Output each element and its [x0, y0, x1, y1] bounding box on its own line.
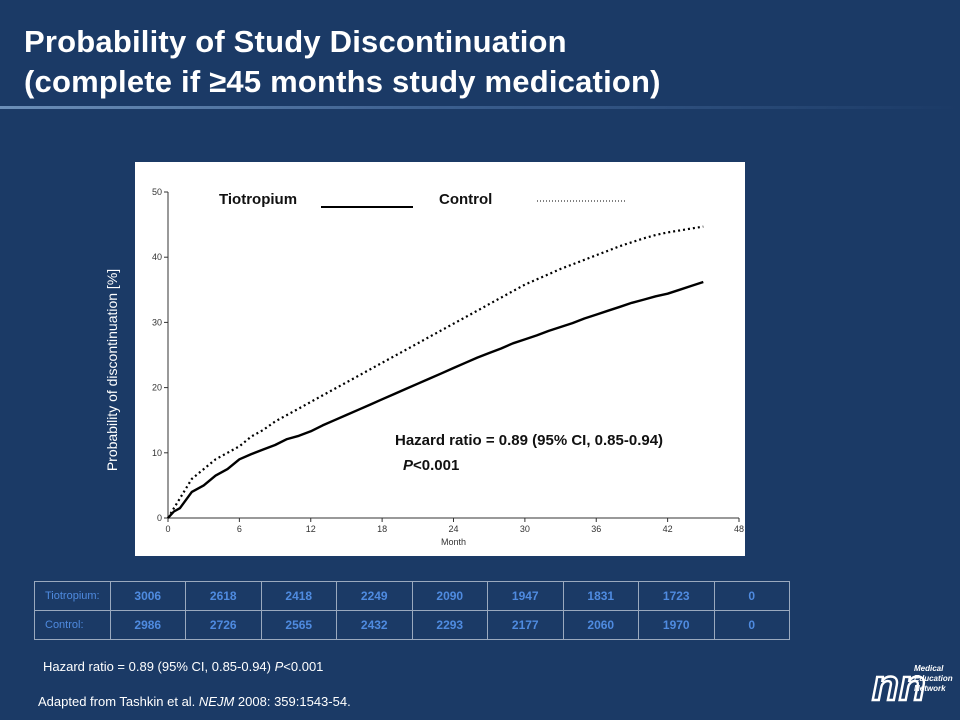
table-cell: 2618 [185, 581, 262, 611]
logo-mark: nn [872, 661, 926, 710]
x-tick-label: 18 [377, 524, 387, 534]
table-cell: 1831 [562, 581, 639, 611]
patients-at-risk-table: Tiotropium: 3006 2618 2418 2249 2090 1947 1831 1… [34, 581, 790, 640]
logo-wordmark: Medical Education Network [914, 664, 960, 694]
hazard-footnote-text: Hazard ratio = 0.89 (95% CI, 0.85-0.94) [43, 659, 271, 674]
x-tick-label: 36 [591, 524, 601, 534]
table-cell: 2177 [487, 610, 564, 640]
p-value-label: P [403, 457, 414, 474]
y-tick-label: 50 [152, 187, 162, 197]
medical-education-network-logo: nn [871, 660, 927, 711]
title-line-1: Probability of Study Discontinuation [24, 24, 567, 59]
x-tick-label: 42 [663, 524, 673, 534]
table-cell: 2293 [411, 610, 488, 640]
x-tick-label: 24 [448, 524, 458, 534]
table-cell: 2090 [411, 581, 488, 611]
hazard-footnote-p-label: P [274, 659, 284, 674]
legend-tiotropium-label: Tiotropium [219, 191, 297, 208]
table-cell: 2060 [562, 610, 639, 640]
source-citation: Adapted from Tashkin et al. NEJM 2008: 3… [38, 694, 351, 709]
table-cell: 2986 [109, 610, 186, 640]
logo-line-2: Education [914, 674, 953, 683]
y-tick-label: 20 [152, 383, 162, 393]
table-row: Control: 2986 2726 2565 2432 2293 2177 2060 1970… [34, 610, 790, 640]
table-cell: 2418 [260, 581, 337, 611]
source-prefix: Adapted from Tashkin et al. [38, 694, 199, 709]
hazard-ratio-annotation: Hazard ratio = 0.89 (95% CI, 0.85-0.94) [395, 432, 663, 449]
control-curve [167, 225, 704, 519]
logo-line-1: Medical [914, 664, 944, 673]
x-tick-label: 30 [520, 524, 530, 534]
table-cell: 1970 [638, 610, 715, 640]
table-cell: 2726 [185, 610, 262, 640]
p-value-annotation: P<0.001 [403, 457, 459, 474]
x-tick-label: 12 [306, 524, 316, 534]
y-tick-label: 40 [152, 252, 162, 262]
table-cell: 0 [713, 610, 790, 640]
y-axis-title: Probability of discontinuation [%] [104, 268, 120, 472]
x-axis-title: Month [441, 537, 466, 547]
table-cell: 0 [713, 581, 790, 611]
y-tick-label: 0 [157, 513, 162, 523]
tiotropium-curve [167, 280, 704, 519]
source-journal: NEJM [198, 694, 235, 709]
hazard-footnote: Hazard ratio = 0.89 (95% CI, 0.85-0.94) … [43, 659, 323, 674]
y-tick-label: 30 [152, 317, 162, 327]
y-tick-label: 10 [152, 448, 162, 458]
discontinuation-chart: 0 6 12 18 24 30 36 42 48 0 10 20 30 40 50 Month Tiotropi… [152, 187, 744, 547]
slide-title: Probability of Study Discontinuation (co… [24, 22, 934, 102]
table-cell: 1947 [487, 581, 564, 611]
chart-panel: 0 6 12 18 24 30 36 42 48 0 10 20 30 40 50 Month Tiotropi… [135, 162, 745, 556]
p-value-number: <0.001 [413, 457, 459, 474]
title-line-2: (complete if ≥45 months study medication… [24, 64, 661, 99]
table-row-label: Control: [34, 610, 111, 640]
legend-control-label: Control [439, 191, 492, 208]
source-suffix: 2008: 359:1543-54. [234, 694, 351, 709]
table-cell: 3006 [109, 581, 186, 611]
x-tick-label: 0 [165, 524, 170, 534]
table-cell: 2432 [336, 610, 413, 640]
table-cell: 1723 [638, 581, 715, 611]
table-row: Tiotropium: 3006 2618 2418 2249 2090 1947 1831 1… [34, 581, 790, 611]
table-cell: 2249 [336, 581, 413, 611]
logo-line-3: Network [914, 684, 946, 693]
table-row-label: Tiotropium: [34, 581, 111, 611]
hazard-footnote-p-value: <0.001 [283, 659, 324, 674]
x-tick-label: 48 [734, 524, 744, 534]
title-divider [0, 106, 960, 109]
table-cell: 2565 [260, 610, 337, 640]
x-tick-label: 6 [237, 524, 242, 534]
